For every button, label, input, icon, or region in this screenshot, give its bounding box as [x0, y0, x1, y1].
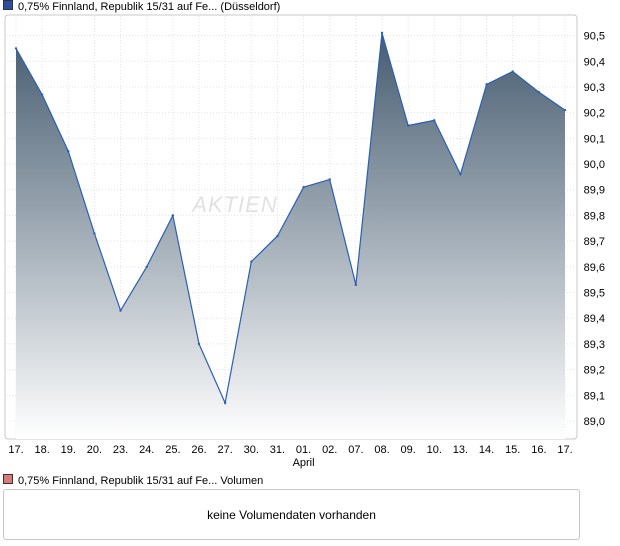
x-tick-label: 25.	[165, 444, 180, 456]
y-tick-label: 90,0	[584, 159, 605, 171]
x-tick-label: 13.	[453, 444, 468, 456]
price-legend: 0,75% Finnland, Republik 15/31 auf Fe...…	[2, 0, 280, 14]
data-point	[459, 173, 462, 176]
volume-legend: 0,75% Finnland, Republik 15/31 auf Fe...…	[2, 474, 263, 488]
volume-legend-swatch	[3, 474, 13, 484]
volume-legend-label: 0,75% Finnland, Republik 15/31 auf Fe...…	[18, 475, 264, 487]
x-tick-label: 14.	[479, 444, 494, 456]
data-point	[485, 83, 488, 86]
data-point	[145, 265, 148, 269]
data-point	[563, 108, 567, 112]
price-legend-swatch	[3, 0, 13, 10]
x-tick-label: 23.	[113, 444, 128, 456]
x-tick-label: 09.	[400, 444, 415, 456]
data-point	[537, 90, 541, 94]
price-chart: AKTIEN 89,089,189,289,389,489,589,689,78…	[4, 14, 605, 469]
x-tick-label: 26.	[191, 444, 206, 456]
data-point	[14, 47, 18, 50]
y-tick-label: 89,6	[584, 262, 605, 274]
x-tick-label: 10.	[427, 444, 442, 456]
x-tick-label: 27.	[217, 444, 232, 456]
data-point	[40, 93, 44, 96]
x-tick-label: 16.	[531, 444, 546, 456]
x-axis: 17. 18. 19. 20. 23. 24. 25. 26. 27. 30. 31. 01.Apri…	[8, 444, 572, 469]
y-tick-label: 89,5	[584, 288, 605, 300]
data-point	[197, 342, 201, 346]
x-tick-label: 30.	[244, 444, 259, 456]
y-tick-label: 89,4	[584, 313, 605, 325]
x-tick-label: 15.	[505, 444, 520, 456]
x-tick-label: 02.	[322, 444, 337, 456]
data-point	[406, 124, 410, 127]
x-tick-label: 19.	[61, 444, 76, 456]
data-point	[67, 149, 70, 153]
y-tick-label: 90,3	[584, 82, 605, 94]
data-point	[93, 232, 96, 235]
data-point	[276, 234, 279, 238]
data-point	[119, 309, 122, 312]
y-tick-label: 90,1	[584, 133, 605, 145]
y-tick-label: 89,9	[584, 185, 605, 197]
volume-empty-message: keine Volumendaten vorhanden	[207, 508, 376, 522]
price-legend-label: 0,75% Finnland, Republik 15/31 auf Fe...…	[18, 1, 281, 13]
data-point	[380, 31, 384, 35]
data-point	[223, 401, 227, 405]
y-tick-label: 89,3	[584, 339, 605, 351]
x-tick-label: 08.	[374, 444, 389, 456]
y-tick-label: 89,0	[584, 416, 605, 428]
x-tick-label: 17.	[8, 444, 23, 456]
x-tick-label: 17.	[557, 444, 572, 456]
x-tick-label: 24.	[139, 444, 154, 456]
y-tick-label: 89,7	[584, 236, 605, 248]
data-point	[250, 260, 253, 263]
y-tick-label: 89,2	[584, 365, 605, 377]
watermark-text: AKTIEN	[190, 192, 277, 217]
x-tick-label: 01.	[296, 444, 311, 456]
x-tick-label: 31.	[270, 444, 285, 456]
y-tick-label: 90,5	[584, 31, 605, 43]
y-tick-label: 90,4	[584, 56, 605, 68]
x-tick-label: 18.	[34, 444, 49, 456]
data-point	[171, 214, 175, 217]
y-tick-label: 89,1	[584, 390, 605, 402]
y-tick-label: 90,2	[584, 108, 605, 120]
data-point	[328, 178, 331, 181]
data-point	[302, 185, 305, 189]
x-tick-label: 07.	[348, 444, 363, 456]
x-tick-label: 20.	[87, 444, 102, 456]
y-tick-label: 89,8	[584, 210, 605, 222]
data-point	[354, 283, 358, 287]
data-point	[433, 119, 436, 122]
data-point	[511, 70, 514, 73]
price-line	[15, 32, 566, 406]
price-area	[16, 32, 565, 440]
volume-panel: keine Volumendaten vorhanden	[3, 489, 580, 540]
month-label: April	[293, 457, 315, 469]
y-axis: 89,0 89,1 89,2 89,3 89,4 89,5 89,6 89,7 89,8 89,9…	[584, 31, 605, 428]
